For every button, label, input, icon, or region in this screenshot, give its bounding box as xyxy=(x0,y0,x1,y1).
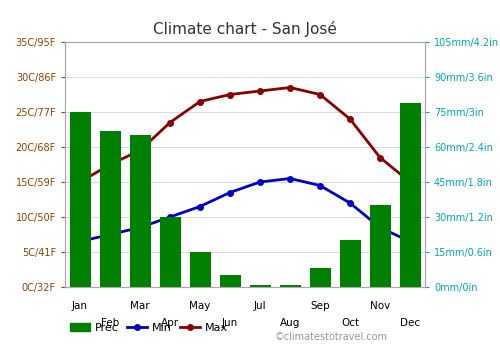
Bar xyxy=(70,112,90,287)
Title: Climate chart - San José: Climate chart - San José xyxy=(153,21,337,37)
Text: Aug: Aug xyxy=(280,318,300,329)
Bar xyxy=(220,275,240,287)
Bar xyxy=(160,217,180,287)
Text: Nov: Nov xyxy=(370,301,390,311)
Text: Jul: Jul xyxy=(254,301,266,311)
Text: Jun: Jun xyxy=(222,318,238,329)
Bar xyxy=(130,135,150,287)
Bar xyxy=(310,268,330,287)
Text: May: May xyxy=(190,301,210,311)
Bar xyxy=(280,285,300,287)
Text: Oct: Oct xyxy=(341,318,359,329)
Bar xyxy=(340,240,360,287)
Bar xyxy=(250,285,270,287)
Bar xyxy=(370,205,390,287)
Text: ©climatestotravel.com: ©climatestotravel.com xyxy=(275,331,388,342)
Text: Feb: Feb xyxy=(101,318,119,329)
Bar xyxy=(400,103,420,287)
Text: Sep: Sep xyxy=(310,301,330,311)
Text: Mar: Mar xyxy=(130,301,150,311)
Text: Apr: Apr xyxy=(161,318,179,329)
Text: Dec: Dec xyxy=(400,318,420,329)
Bar xyxy=(190,252,210,287)
Bar xyxy=(100,131,120,287)
Legend: Prec, Min, Max: Prec, Min, Max xyxy=(66,318,232,337)
Text: Jan: Jan xyxy=(72,301,88,311)
